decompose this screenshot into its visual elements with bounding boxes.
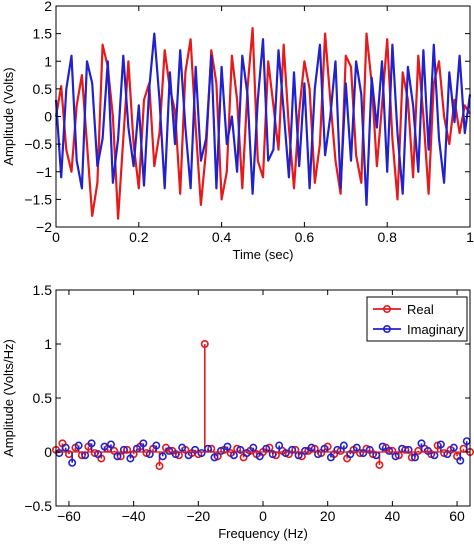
stem-marker bbox=[375, 460, 384, 469]
x-tick-label: 20 bbox=[320, 508, 336, 524]
time-domain-plot: 0 0.2 0.4 0.6 0.8 1 −2 −1.5 −1 −0.5 0 0.5 1 1.5 2 Time … bbox=[1, 0, 474, 262]
legend-label: Real bbox=[407, 302, 434, 317]
y-tick-label: 0 bbox=[44, 109, 52, 125]
y-axis-label: Amplitude (Volts) bbox=[1, 67, 16, 165]
stem-marker bbox=[197, 449, 206, 458]
stem-marker bbox=[443, 450, 452, 459]
stem-marker bbox=[365, 445, 374, 454]
y-tick-label: −1.5 bbox=[24, 191, 52, 207]
stem-marker bbox=[249, 443, 258, 452]
x-axis-label: Frequency (Hz) bbox=[218, 526, 308, 541]
stem-marker bbox=[200, 339, 209, 348]
x-tick-label: −20 bbox=[186, 508, 210, 524]
stem-marker bbox=[242, 449, 251, 458]
y-tick-label: 1.5 bbox=[33, 26, 53, 42]
stem-marker bbox=[158, 452, 167, 461]
stem-marker bbox=[113, 452, 122, 461]
stem-marker bbox=[385, 446, 394, 455]
legend-box bbox=[366, 296, 468, 342]
stem-marker bbox=[339, 441, 348, 450]
stem-marker bbox=[139, 439, 148, 448]
x-tick-label: 40 bbox=[385, 508, 401, 524]
x-tick-label: 0.6 bbox=[295, 229, 315, 245]
stem-marker bbox=[165, 446, 174, 455]
y-tick-label: 2 bbox=[44, 0, 52, 14]
stem-marker bbox=[216, 446, 225, 455]
stem-marker bbox=[178, 443, 187, 452]
series-line-1 bbox=[54, 32, 472, 206]
stem-marker bbox=[236, 445, 245, 454]
stem-marker bbox=[145, 450, 154, 459]
legend-label: Imaginary bbox=[407, 322, 465, 337]
stem-marker bbox=[223, 442, 232, 451]
stem-marker bbox=[255, 452, 264, 461]
x-tick-label: 1 bbox=[466, 229, 474, 245]
y-axis-label: Amplitude (Volts/Hz) bbox=[1, 339, 16, 457]
stem-marker bbox=[417, 439, 426, 448]
stem-marker bbox=[74, 441, 83, 450]
stem-marker bbox=[94, 450, 103, 459]
stem-marker bbox=[87, 439, 96, 448]
x-tick-label: 0 bbox=[52, 229, 60, 245]
stem-marker bbox=[436, 440, 445, 449]
x-axis-label: Time (sec) bbox=[233, 247, 294, 262]
stem-marker bbox=[126, 454, 135, 463]
stem-marker bbox=[275, 441, 284, 450]
stem-marker bbox=[307, 443, 316, 452]
legend-swatch-marker bbox=[382, 304, 391, 313]
stem-marker bbox=[404, 445, 413, 454]
stem-marker bbox=[326, 453, 335, 462]
stem-marker bbox=[313, 450, 322, 459]
y-tick-label: 1 bbox=[44, 336, 52, 352]
x-tick-label: 0.4 bbox=[212, 229, 232, 245]
legend-swatch-marker bbox=[382, 324, 391, 333]
y-tick-label: 0 bbox=[44, 444, 52, 460]
stem-marker bbox=[414, 446, 423, 455]
x-tick-label: 60 bbox=[449, 508, 465, 524]
stem-marker bbox=[378, 442, 387, 451]
x-tick-label: 0.2 bbox=[129, 229, 149, 245]
x-tick-label: 0.8 bbox=[377, 229, 397, 245]
stem-marker bbox=[456, 456, 465, 465]
y-tick-label: −1 bbox=[36, 164, 52, 180]
y-tick-label: −2 bbox=[36, 219, 52, 235]
x-tick-label: 0 bbox=[259, 508, 267, 524]
stem-marker bbox=[119, 445, 128, 454]
stem-marker bbox=[301, 446, 310, 455]
stem-marker bbox=[346, 450, 355, 459]
y-tick-label: 1.5 bbox=[33, 282, 53, 298]
series-line-0 bbox=[54, 27, 471, 220]
y-tick-label: 0.5 bbox=[33, 390, 53, 406]
y-tick-label: −0.5 bbox=[24, 136, 52, 152]
x-tick-label: −40 bbox=[122, 508, 146, 524]
stem-marker bbox=[210, 453, 219, 462]
stem-marker bbox=[61, 443, 70, 452]
stem-marker bbox=[106, 440, 115, 449]
stem-marker bbox=[155, 462, 164, 471]
stem-marker bbox=[391, 452, 400, 461]
stem-marker bbox=[191, 445, 200, 454]
y-tick-label: 0.5 bbox=[33, 81, 53, 97]
stem-marker bbox=[68, 458, 77, 467]
stem-marker bbox=[359, 449, 368, 458]
stem-marker bbox=[352, 443, 361, 452]
stem-marker bbox=[411, 453, 420, 462]
stem-marker bbox=[423, 446, 432, 455]
y-tick-label: −0.5 bbox=[24, 498, 52, 514]
y-tick-label: 1 bbox=[44, 53, 52, 69]
stem-marker bbox=[333, 445, 342, 454]
stem-marker bbox=[449, 443, 458, 452]
stem-marker bbox=[171, 450, 180, 459]
frequency-domain-plot: −60 −40 −20 0 20 40 60 −0.5 0 0.5 1 1.5 Frequency (H… bbox=[1, 282, 474, 541]
stem-marker bbox=[152, 441, 161, 450]
stem-marker bbox=[268, 450, 277, 459]
stem-marker bbox=[281, 449, 290, 458]
x-tick-label: −60 bbox=[57, 508, 81, 524]
stem-marker bbox=[288, 445, 297, 454]
